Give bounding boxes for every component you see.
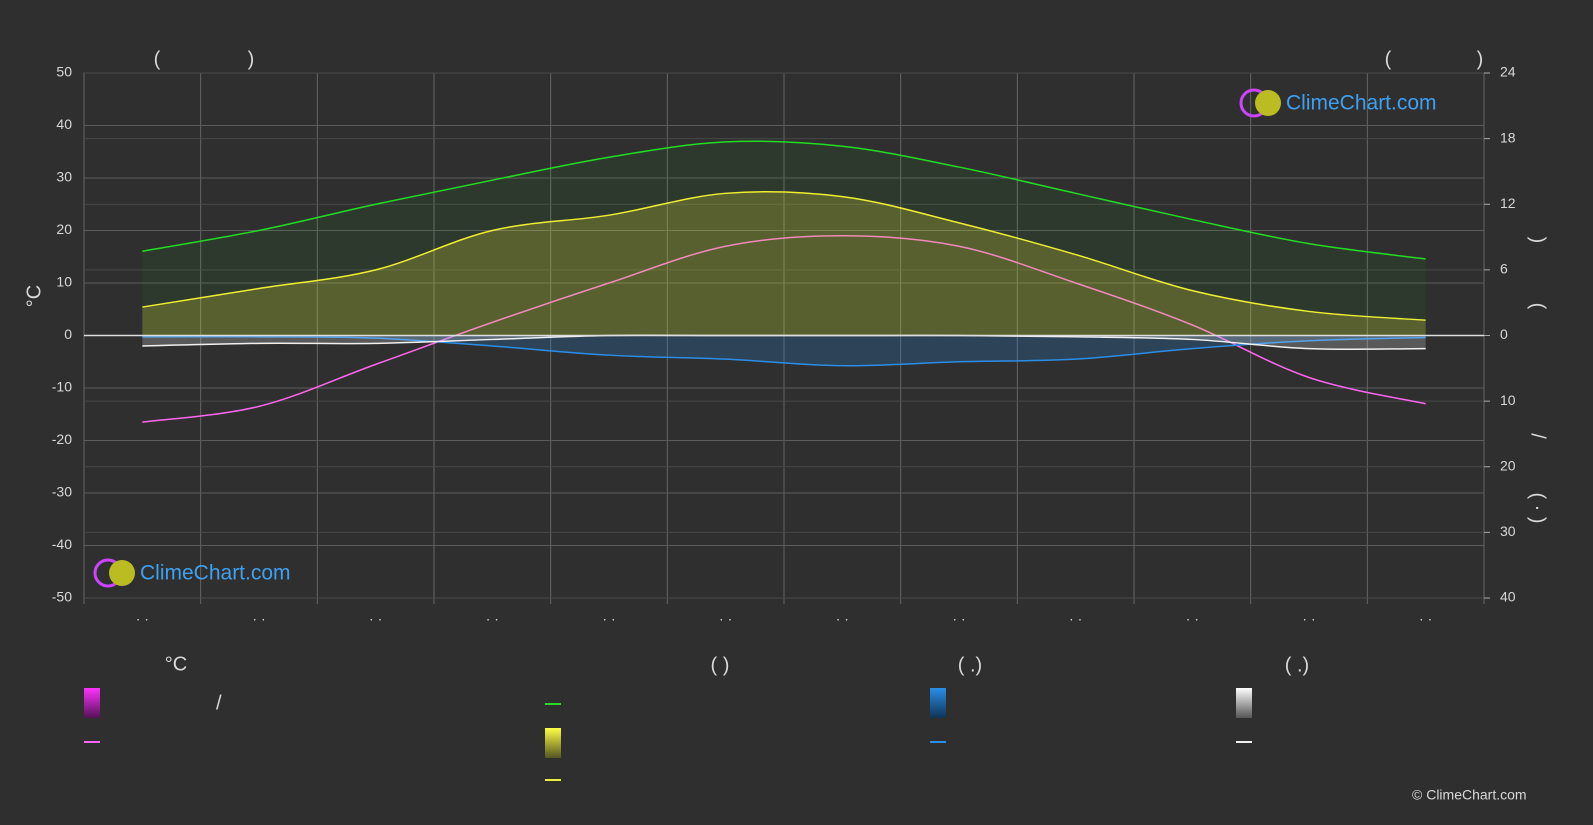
- copyright: © ClimeChart.com: [1412, 787, 1527, 803]
- legend-header: °C: [165, 653, 187, 675]
- x-tick-label: · ·: [369, 611, 382, 627]
- axis-title: ): [248, 48, 255, 70]
- series-line: [142, 335, 1426, 367]
- series-line: [142, 140, 1426, 260]
- axis-title: (: [154, 48, 161, 70]
- series-line: [142, 234, 1426, 423]
- series-area: [142, 141, 1426, 336]
- y-tick-label: -10: [52, 379, 72, 395]
- legend-header: ( ): [711, 654, 730, 676]
- x-tick-label: · ·: [1186, 611, 1199, 627]
- y3-tick-label: 40: [1500, 589, 1516, 605]
- series-area: [142, 335, 1426, 350]
- y2-axis-label: /: [1527, 433, 1549, 439]
- y2-axis-label: ): [1527, 237, 1549, 244]
- x-tick-label: · ·: [719, 611, 732, 627]
- y2-tick-label: 12: [1500, 195, 1516, 211]
- y2-tick-label: 18: [1500, 129, 1516, 145]
- legend-swatch: [84, 688, 100, 718]
- y-tick-label: 50: [56, 64, 72, 80]
- y-tick-label: 40: [56, 116, 72, 132]
- logo-text: ClimeChart.com: [140, 562, 291, 585]
- x-tick-label: · ·: [252, 611, 265, 627]
- legend-swatch: [930, 688, 946, 718]
- legend-swatch: [1236, 688, 1252, 718]
- y-axis-label: °C: [23, 285, 45, 307]
- x-tick-label: · ·: [486, 611, 499, 627]
- y-tick-label: -50: [52, 589, 72, 605]
- legend-header: ( .): [958, 654, 982, 676]
- x-tick-label: · ·: [836, 611, 849, 627]
- legend-text: /: [216, 692, 222, 714]
- y2-tick-label: 0: [1500, 326, 1508, 342]
- x-tick-label: · ·: [1419, 611, 1432, 627]
- x-tick-label: · ·: [1069, 611, 1082, 627]
- legend-header: ( .): [1285, 654, 1309, 676]
- series-line: [142, 190, 1426, 321]
- y-tick-label: -20: [52, 431, 72, 447]
- x-tick-label: · ·: [602, 611, 615, 627]
- y-tick-label: -30: [52, 484, 72, 500]
- logo-sun: [109, 560, 135, 586]
- logo-sun: [1255, 90, 1281, 116]
- y2-axis-label: ( · ): [1527, 492, 1549, 523]
- y-tick-label: -40: [52, 536, 72, 552]
- x-tick-label: · ·: [952, 611, 965, 627]
- axis-title: (: [1385, 48, 1392, 70]
- legend-swatch: [545, 728, 561, 758]
- axis-title: ): [1477, 48, 1484, 70]
- y-tick-label: 0: [64, 326, 72, 342]
- x-tick-label: · ·: [1302, 611, 1315, 627]
- logo-text: ClimeChart.com: [1286, 92, 1437, 115]
- x-tick-label: · ·: [136, 611, 149, 627]
- y3-tick-label: 30: [1500, 523, 1516, 539]
- y2-tick-label: 24: [1500, 64, 1516, 80]
- y-tick-label: 20: [56, 221, 72, 237]
- y2-axis-label: (: [1527, 303, 1549, 310]
- series-area: [142, 191, 1426, 336]
- y-tick-label: 10: [56, 274, 72, 290]
- y3-tick-label: 10: [1500, 392, 1516, 408]
- y2-tick-label: 6: [1500, 261, 1508, 277]
- y-tick-label: 30: [56, 169, 72, 185]
- y3-tick-label: 20: [1500, 457, 1516, 473]
